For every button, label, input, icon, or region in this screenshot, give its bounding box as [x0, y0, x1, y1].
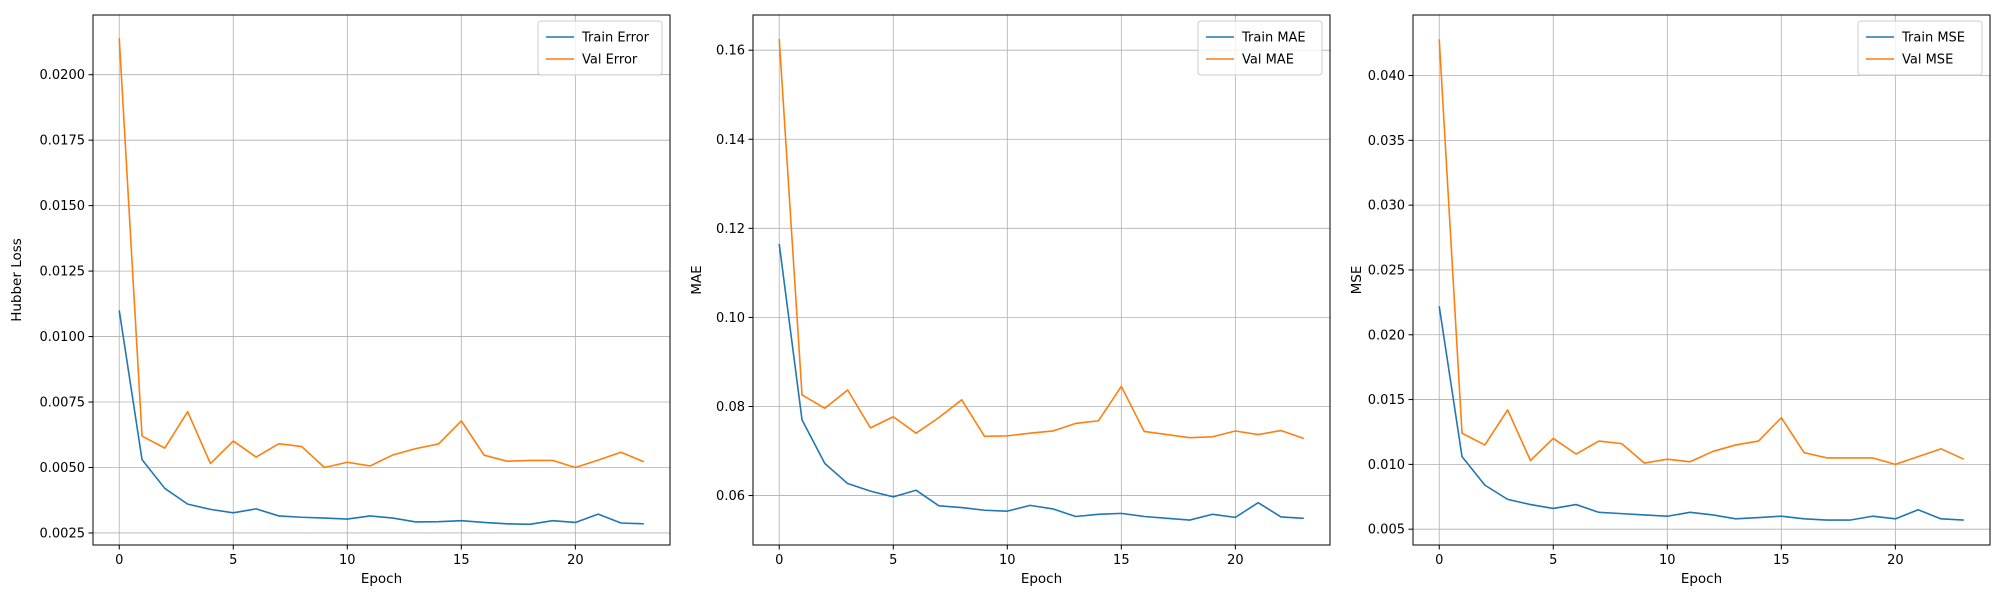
chart-2-y-tick-label-3: 0.12: [716, 222, 745, 237]
chart-3-y-tick-label-7: 0.040: [1368, 69, 1405, 84]
chart-2-x-tick-label-1: 5: [889, 553, 897, 568]
chart-1-y-tick-label-1: 0.0050: [40, 461, 86, 476]
chart-3-y-tick-label-3: 0.020: [1368, 328, 1405, 343]
chart-1-y-tick-label-3: 0.0100: [40, 330, 86, 345]
chart-1: 0 5 10 15 20 0.0025 0.0050 0.0075 0.0100 0.0125 0.…: [9, 14, 671, 587]
chart-3-legend-label-2: Val MSE: [1902, 53, 1953, 68]
chart-1-y-axis-label: Hubber Loss: [9, 238, 25, 322]
chart-1-x-tick-label-3: 15: [453, 553, 470, 568]
chart-3-x-tick-label-2: 10: [1659, 553, 1676, 568]
chart-3-x-tick-label-4: 20: [1887, 553, 1904, 568]
chart-3-y-tick-label-5: 0.030: [1368, 199, 1405, 214]
chart-3-legend-label-1: Train MSE: [1901, 31, 1965, 46]
chart-2-axes-frame: [752, 14, 1331, 546]
chart-1-legend-box: [537, 20, 663, 76]
chart-2-x-tick-label-4: 20: [1227, 553, 1244, 568]
chart-3-x-axis-label: Epoch: [1681, 571, 1722, 587]
chart-1-x-tick-label-4: 20: [567, 553, 584, 568]
chart-1-y-tick-label-2: 0.0075: [40, 396, 86, 411]
chart-1-series-2-line: [118, 37, 645, 469]
chart-1-legend-label-1: Train Error: [581, 31, 650, 46]
chart-1-x-tick-label-0: 0: [115, 553, 123, 568]
chart-3-x-tick-label-0: 0: [1435, 553, 1443, 568]
chart-3-y-tick-label-6: 0.035: [1368, 134, 1405, 149]
chart-2-y-tick-label-2: 0.10: [716, 311, 745, 326]
chart-2-legend-box: [1197, 20, 1323, 76]
chart-1-x-tick-label-1: 5: [229, 553, 237, 568]
chart-1-y-tick-label-6: 0.0175: [40, 134, 86, 149]
chart-2-y-tick-label-5: 0.16: [716, 44, 745, 59]
chart-2-x-tick-label-3: 15: [1113, 553, 1130, 568]
chart-3: 0 5 10 15 20 0.005 0.010 0.015 0.020 0.025 0.030 0.…: [1349, 14, 1991, 587]
chart-3-y-tick-label-1: 0.010: [1368, 458, 1405, 473]
chart-3-series-1-line: [1438, 306, 1964, 521]
chart-3-x-tick-label-1: 5: [1549, 553, 1557, 568]
chart-2-y-axis-label: MAE: [689, 265, 705, 294]
chart-2-series-1-line: [778, 243, 1304, 521]
chart-2-y-tick-label-0: 0.06: [716, 489, 745, 504]
chart-2-y-tick-label-4: 0.14: [716, 133, 745, 148]
chart-1-legend-label-2: Val Error: [582, 53, 638, 68]
chart-1-series-1-line: [118, 310, 644, 526]
chart-2-legend-label-1: Train MAE: [1241, 31, 1306, 46]
chart-2-x-tick-label-0: 0: [775, 553, 783, 568]
chart-1-y-tick-label-7: 0.0200: [40, 68, 86, 83]
chart-3-y-tick-label-4: 0.025: [1368, 263, 1405, 278]
chart-3-x-tick-label-3: 15: [1773, 553, 1790, 568]
chart-3-y-axis-label: MSE: [1349, 266, 1365, 295]
chart-3-y-tick-label-2: 0.015: [1368, 393, 1405, 408]
chart-1-y-tick-label-0: 0.0025: [40, 526, 86, 541]
chart-3-y-tick-label-0: 0.005: [1368, 523, 1405, 538]
chart-2-x-axis-label: Epoch: [1021, 571, 1062, 587]
chart-3-series-2-line: [1438, 39, 1965, 466]
chart-1-x-axis-label: Epoch: [361, 571, 402, 587]
chart-3-legend-box: [1857, 20, 1983, 76]
chart-2-x-tick-label-2: 10: [999, 553, 1016, 568]
chart-1-y-tick-label-5: 0.0150: [40, 199, 86, 214]
chart-3-axes-frame: [1412, 14, 1991, 546]
chart-2-y-tick-label-1: 0.08: [716, 400, 745, 415]
chart-2-series-2-line: [778, 38, 1305, 440]
chart-1-axes-frame: [92, 14, 671, 546]
chart-2-legend-label-2: Val MAE: [1242, 53, 1294, 68]
chart-1-x-tick-label-2: 10: [339, 553, 356, 568]
chart-2: 0 5 10 15 20 0.06 0.08 0.10 0.12 0.14 0.16 Epoch MAE…: [689, 14, 1331, 587]
chart-1-y-tick-label-4: 0.0125: [40, 265, 86, 280]
